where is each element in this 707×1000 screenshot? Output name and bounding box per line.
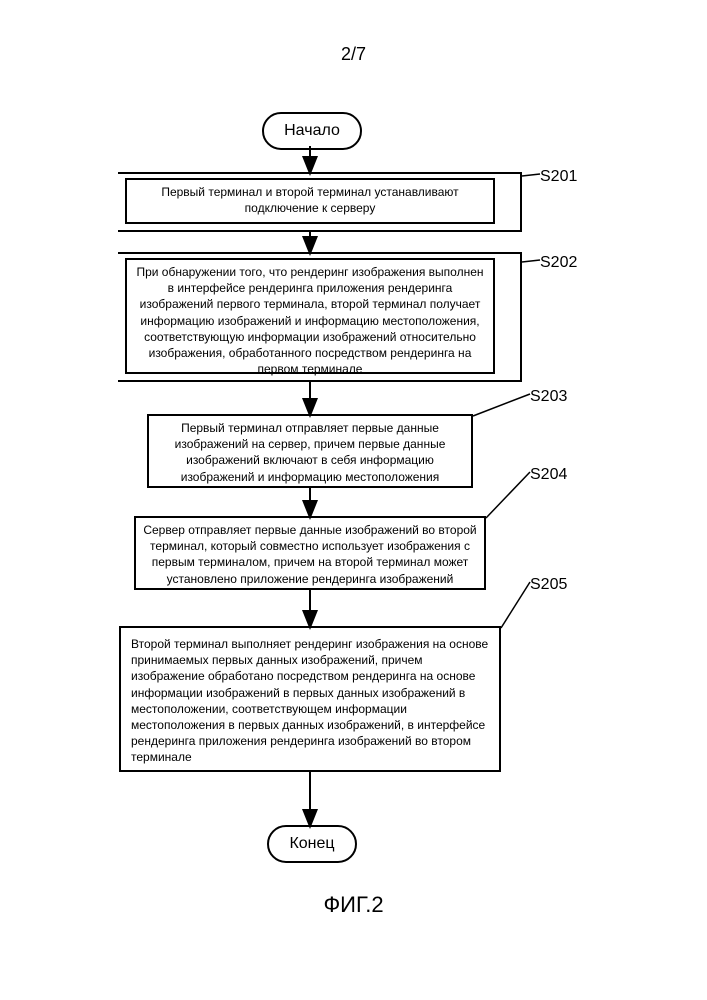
step-label-s202: S202 [540, 254, 577, 272]
terminal-end: Конец [267, 825, 357, 863]
step-label-s201: S201 [540, 168, 577, 186]
step-box-s202: При обнаружении того, что рендеринг изоб… [125, 258, 495, 374]
step-text-s202: При обнаружении того, что рендеринг изоб… [136, 265, 483, 376]
terminal-start-label: Начало [284, 122, 340, 139]
step-text-s203: Первый терминал отправляет первые данные… [175, 421, 446, 484]
step-label-s205: S205 [530, 576, 567, 594]
step-text-s204: Сервер отправляет первые данные изображе… [143, 523, 476, 586]
step-box-s204: Сервер отправляет первые данные изображе… [134, 516, 486, 590]
terminal-start: Начало [262, 112, 362, 150]
step-box-s205: Второй терминал выполняет рендеринг изоб… [119, 626, 501, 772]
step-box-s201: Первый терминал и второй терминал устана… [125, 178, 495, 224]
figure-caption: ФИГ.2 [0, 892, 707, 918]
step-text-s201: Первый терминал и второй терминал устана… [161, 185, 458, 215]
step-label-s203: S203 [530, 388, 567, 406]
step-text-s205: Второй терминал выполняет рендеринг изоб… [131, 637, 488, 764]
diagram-page: 2/7 Начало Первый терминал и второй терм… [0, 0, 707, 1000]
terminal-end-label: Конец [289, 835, 334, 852]
step-box-s203: Первый терминал отправляет первые данные… [147, 414, 473, 488]
step-label-s204: S204 [530, 466, 567, 484]
page-number: 2/7 [0, 44, 707, 65]
